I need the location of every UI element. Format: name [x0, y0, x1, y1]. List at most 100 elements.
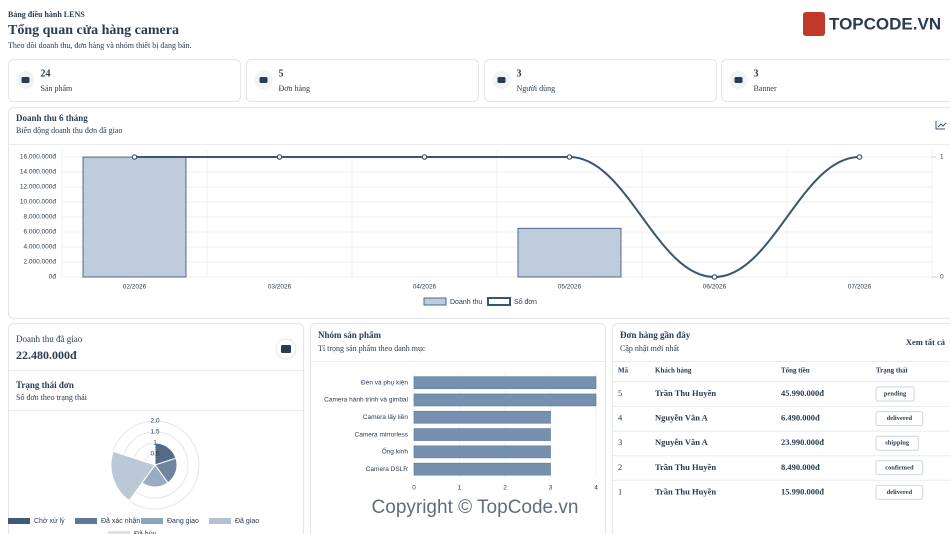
stat-label: Banner	[754, 84, 777, 93]
legend-label: Đã xác nhận	[101, 518, 140, 525]
point	[131, 154, 138, 160]
stat-icon-shape	[259, 77, 268, 83]
y2-tick-label: 1	[940, 154, 944, 161]
stat-label: Người dùng	[517, 84, 556, 93]
card-title: Nhóm sản phẩm	[318, 330, 382, 340]
watermark: Copyright © TopCode.vn	[372, 497, 579, 518]
y-tick-label: 16.000.000đ	[20, 154, 57, 161]
y-tick-label: 0đ	[49, 274, 57, 281]
x-tick-label: 04/2026	[413, 284, 437, 291]
y-tick-label: 4.000.000đ	[23, 244, 56, 251]
stat-label: Sản phẩm	[41, 84, 74, 93]
line	[134, 156, 860, 279]
view-all-link[interactable]: Xem tất cả	[906, 337, 946, 347]
bar	[413, 445, 551, 459]
stat-icon-shape	[21, 77, 30, 83]
x-tick-label: 06/2026	[703, 284, 727, 291]
stat-value: 5	[279, 68, 284, 79]
bar	[413, 462, 551, 476]
x-tick-label: 3	[549, 485, 553, 492]
customer: Nguyễn Văn A	[655, 437, 709, 447]
bar	[413, 428, 551, 441]
y2-tick-label: 0	[940, 274, 944, 281]
x-tick-label: 4	[594, 485, 598, 492]
legend-label: Đã hủy	[134, 530, 157, 534]
order-total: 15.990.000đ	[781, 486, 824, 496]
status-badge	[875, 435, 919, 451]
y-tick-label: 10.000.000đ	[20, 199, 57, 206]
column-header: Mã	[618, 367, 629, 375]
sales-label: Doanh thu đã giao	[16, 334, 83, 344]
order-id: 2	[618, 462, 622, 472]
order-id: 4	[618, 413, 623, 423]
polar-segment	[110, 450, 156, 502]
x-tick-label: 1	[458, 485, 462, 492]
status-card	[8, 323, 304, 534]
x-tick-label: 05/2026	[558, 284, 582, 291]
y-tick-label: Camera mirrorless	[355, 431, 409, 438]
r-tick-label: 1.5	[150, 429, 159, 436]
bar	[413, 393, 597, 407]
r-tick-label: 1	[153, 440, 157, 447]
y-tick-label: 14.000.000đ	[20, 169, 57, 176]
y-tick-label: 6.000.000đ	[23, 229, 56, 236]
order-total: 8.490.000đ	[781, 462, 820, 472]
legend-swatch	[487, 297, 511, 306]
page-subtitle: Theo dõi doanh thu, đơn hàng và nhóm thi…	[8, 41, 192, 50]
customer: Trần Thu Huyền	[655, 486, 716, 496]
order-total: 6.490.000đ	[781, 413, 820, 423]
revenue-card	[8, 107, 950, 319]
bar	[517, 227, 622, 278]
point	[566, 154, 573, 160]
x-tick-label: 07/2026	[848, 284, 872, 291]
stat-card	[8, 59, 241, 102]
bar	[413, 376, 597, 389]
stat-value: 3	[517, 68, 522, 79]
wallet-icon-shape	[281, 345, 291, 353]
y-tick-label: Camera lấy liền	[363, 412, 409, 421]
y-tick-label: 8.000.000đ	[23, 214, 56, 221]
order-status: confirmed	[885, 464, 914, 471]
card-subtitle: Cập nhật mới nhất	[620, 344, 680, 353]
x-tick-label: 02/2026	[123, 284, 147, 291]
legend-label: Số đơn	[514, 297, 537, 306]
legend-swatch	[75, 518, 97, 524]
column-header: Tổng tiền	[781, 367, 810, 375]
orders-card	[612, 323, 950, 534]
customer: Trần Thu Huyền	[655, 462, 716, 472]
stat-icon-shape	[497, 77, 506, 83]
stat-icon-shape	[734, 77, 743, 83]
point	[856, 154, 863, 160]
legend-swatch	[209, 518, 231, 524]
legend-swatch	[8, 518, 30, 524]
y-tick-label: 2.000.000đ	[23, 259, 56, 266]
x-tick-label: 2	[503, 485, 507, 492]
stat-card	[246, 59, 479, 102]
stat-card	[721, 59, 950, 102]
status-badge	[875, 411, 924, 427]
page-title: Tổng quan cửa hàng camera	[8, 23, 179, 38]
legend-swatch	[141, 518, 163, 524]
legend-swatch	[423, 297, 447, 306]
stat-value: 24	[41, 68, 51, 79]
customer: Trần Thu Huyền	[655, 388, 716, 398]
logo-icon	[803, 12, 825, 36]
column-header: Trạng thái	[876, 367, 908, 375]
status-badge	[875, 460, 924, 476]
legend-swatch	[108, 531, 130, 534]
card-subtitle: Số đơn theo trạng thái	[16, 393, 88, 402]
point	[276, 154, 283, 160]
status-badge	[875, 484, 924, 500]
order-status: delivered	[887, 415, 913, 422]
order-status: pending	[884, 390, 907, 397]
card-subtitle: Biến động doanh thu đơn đã giao	[16, 126, 122, 135]
r-tick-label: 0.5	[150, 451, 159, 458]
y-tick-label: Camera hành trình và gimbal	[324, 397, 408, 404]
legend-label: Chờ xử lý	[34, 517, 65, 525]
card-subtitle: Tỉ trọng sản phẩm theo danh mục	[318, 344, 426, 353]
order-id: 1	[618, 486, 622, 496]
stat-label: Đơn hàng	[279, 84, 311, 93]
